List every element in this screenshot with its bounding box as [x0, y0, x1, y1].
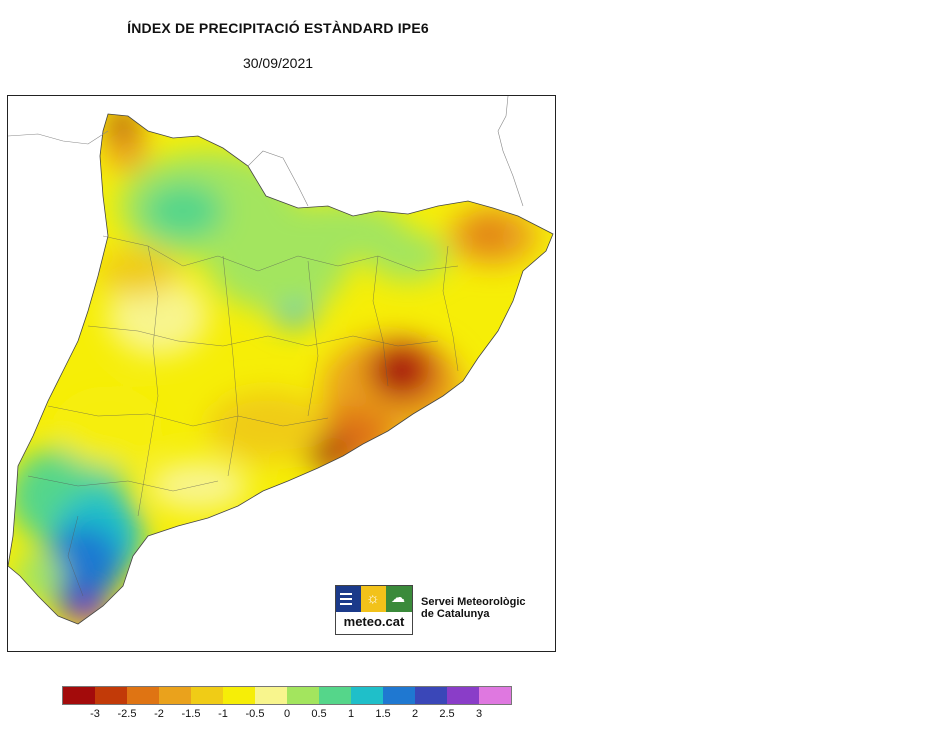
legend-tick-label: -1	[218, 708, 228, 720]
cloud-icon: ☁	[391, 589, 405, 605]
legend-tick-label: 2.5	[439, 708, 455, 720]
organization-name: Servei Meteorològic de Catalunya	[421, 596, 526, 620]
legend-swatch	[191, 687, 223, 704]
legend-swatch	[287, 687, 319, 704]
legend-swatch	[223, 687, 255, 704]
legend-tick-label: -3	[90, 708, 100, 720]
catalonia-map	[8, 96, 554, 625]
legend-swatch	[479, 687, 511, 704]
legend-tick-label: -0.5	[245, 708, 265, 720]
legend-swatch	[255, 687, 287, 704]
legend-tick-label: 0.5	[311, 708, 327, 720]
legend-swatch	[447, 687, 479, 704]
logo-green-band: ☁	[386, 586, 412, 612]
organization-line-2: de Catalunya	[421, 608, 490, 620]
legend-tick-label: 3	[475, 708, 483, 720]
legend-swatch	[415, 687, 447, 704]
legend-tick-label: 1	[347, 708, 355, 720]
legend-tick-label: -2.5	[117, 708, 137, 720]
legend-swatch	[383, 687, 415, 704]
logo-sun-band: ☼	[361, 586, 386, 612]
map-date: 30/09/2021	[242, 55, 314, 71]
legend-swatch	[319, 687, 351, 704]
organization-line-1: Servei Meteorològic	[421, 596, 526, 608]
legend-swatch	[127, 687, 159, 704]
precipitation-map	[7, 95, 556, 652]
map-title: ÍNDEX DE PRECIPITACIÓ ESTÀNDARD IPE6	[127, 20, 429, 36]
color-legend	[62, 686, 512, 705]
legend-swatch	[351, 687, 383, 704]
logo-brand-text: meteo.cat	[343, 614, 405, 629]
legend-tick-label: -1.5	[181, 708, 201, 720]
logo-blue-band	[336, 586, 361, 612]
legend-swatch	[159, 687, 191, 704]
comarca-borders	[27, 235, 459, 597]
legend-tick-label: 0	[283, 708, 291, 720]
legend-tick-label: 1.5	[375, 708, 391, 720]
legend-tick-label: -2	[154, 708, 164, 720]
sun-icon: ☼	[366, 590, 380, 607]
legend-tick-label: 2	[411, 708, 419, 720]
legend-swatch	[63, 687, 95, 704]
legend-tick-labels: -3 -2.5 -2 -1.5 -1 -0.5 0 0.5 1 1.5 2 2.5 3	[0, 708, 930, 722]
legend-swatch	[95, 687, 127, 704]
ipe-field	[8, 114, 553, 624]
meteocat-logo: ☼ ☁ meteo.cat	[335, 585, 413, 635]
neighbor-borders	[8, 96, 524, 207]
catalonia-outline	[8, 113, 554, 625]
